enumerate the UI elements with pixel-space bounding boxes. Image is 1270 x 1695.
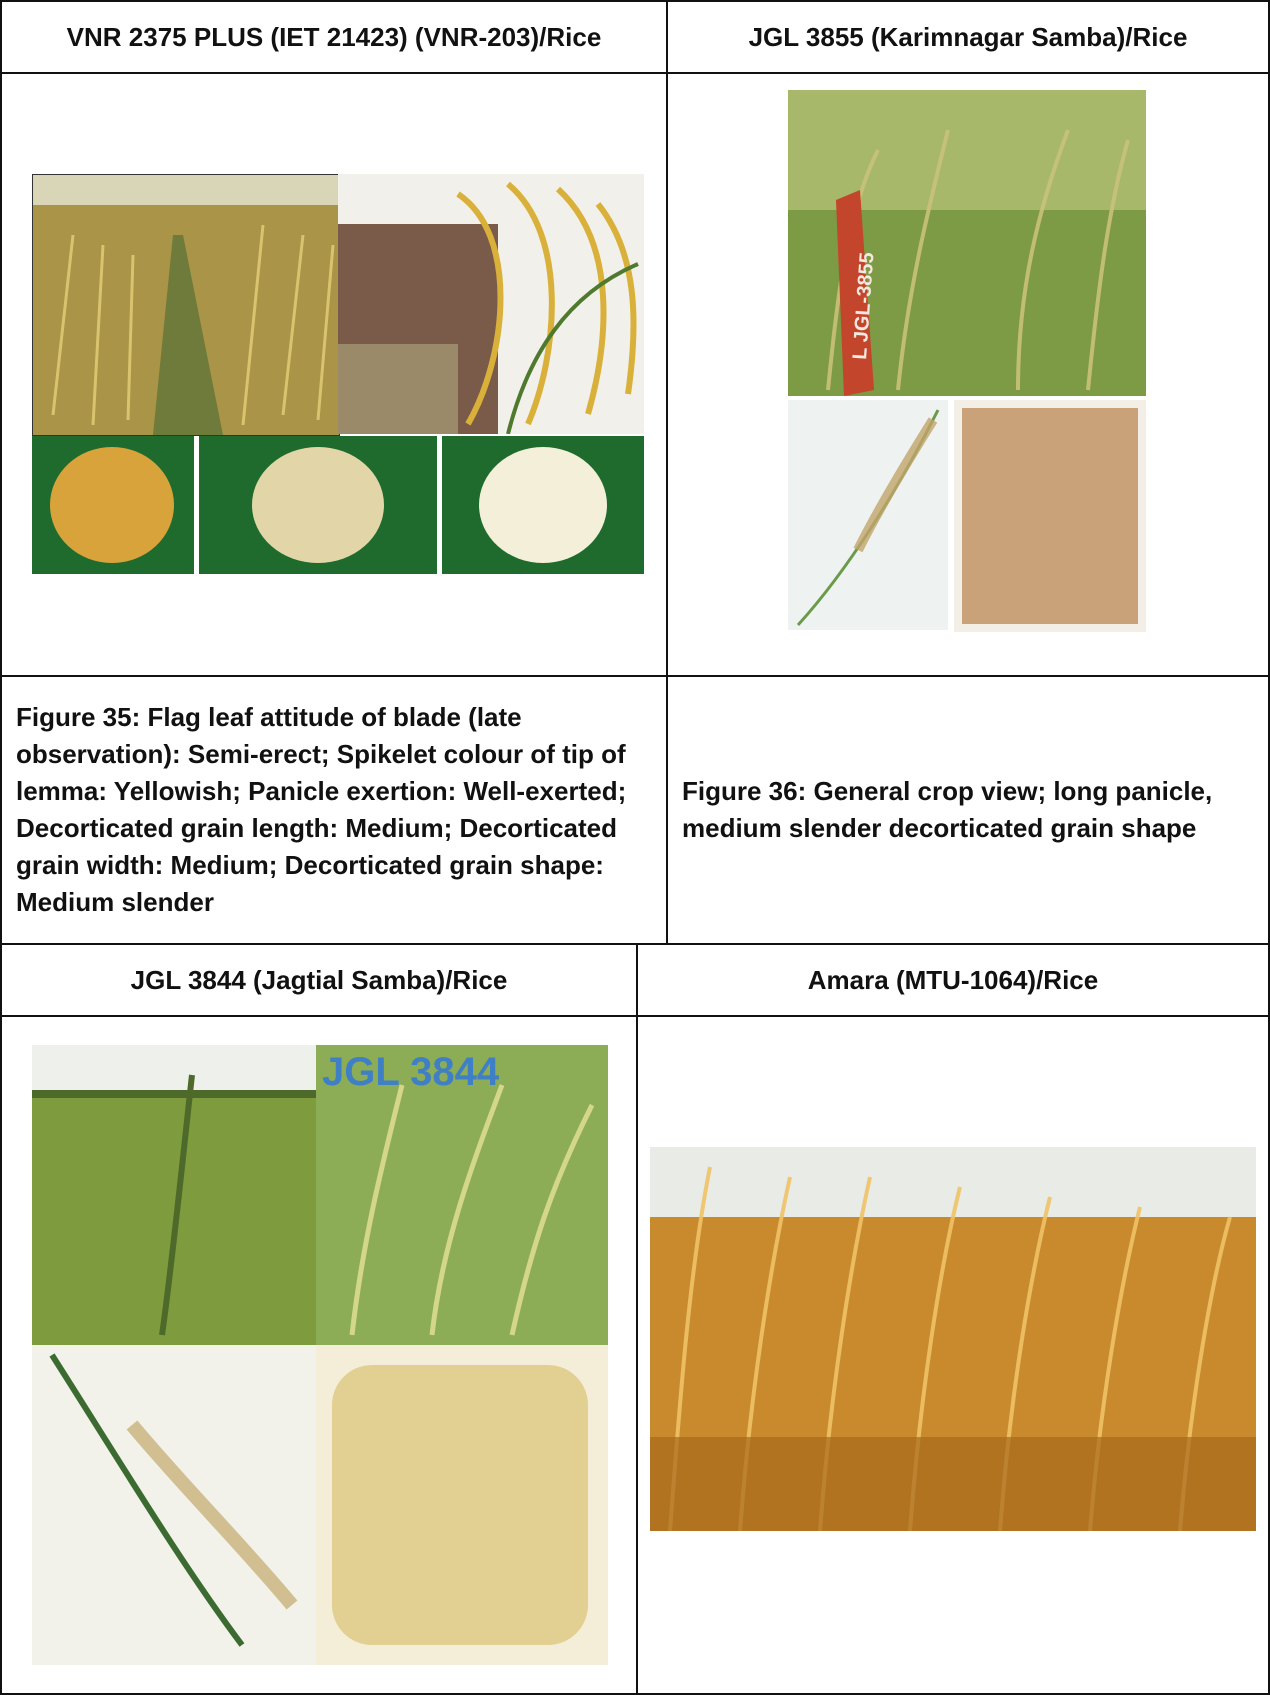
amara-field-photo: [650, 1147, 1256, 1531]
title-amara: Amara (MTU-1064)/Rice: [807, 964, 1099, 995]
paddy-grain-photo: [32, 436, 194, 574]
panicle-closeup-photo: [338, 174, 644, 434]
title-vnr2375: VNR 2375 PLUS (IET 21423) (VNR-203)/Rice: [66, 21, 602, 52]
image-cell-jgl3844: JGL 3844: [0, 1015, 638, 1695]
caption-figure-36: Figure 36: General crop view; long panic…: [682, 776, 1213, 843]
crop-field-photo: [32, 174, 340, 436]
image-cell-jgl3855: L JGL-3855: [666, 72, 1270, 677]
caption-cell-figure-35: Figure 35: Flag leaf attitude of blade (…: [0, 675, 668, 945]
title-jgl3855: JGL 3855 (Karimnagar Samba)/Rice: [748, 21, 1188, 52]
brown-rice-photo: [199, 436, 437, 574]
image-cell-vnr2375: [0, 72, 668, 677]
grain-sample-photo: [954, 400, 1146, 632]
panicle-specimen-photo: [788, 400, 948, 630]
image-cell-amara: [636, 1015, 1270, 1695]
header-vnr2375: VNR 2375 PLUS (IET 21423) (VNR-203)/Rice: [0, 0, 668, 74]
crop-field-with-stake-photo: L JGL-3855: [788, 90, 1146, 396]
caption-figure-35: Figure 35: Flag leaf attitude of blade (…: [16, 702, 627, 917]
caption-cell-figure-36: Figure 36: General crop view; long panic…: [666, 675, 1270, 945]
jgl3844-composite-photo: JGL 3844: [32, 1045, 608, 1665]
jgl3844-logo-text: JGL 3844: [322, 1050, 500, 1094]
header-amara: Amara (MTU-1064)/Rice: [636, 943, 1270, 1017]
header-jgl3855: JGL 3855 (Karimnagar Samba)/Rice: [666, 0, 1270, 74]
milled-rice-photo: [442, 436, 644, 574]
title-jgl3844: JGL 3844 (Jagtial Samba)/Rice: [130, 964, 508, 995]
header-jgl3844: JGL 3844 (Jagtial Samba)/Rice: [0, 943, 638, 1017]
